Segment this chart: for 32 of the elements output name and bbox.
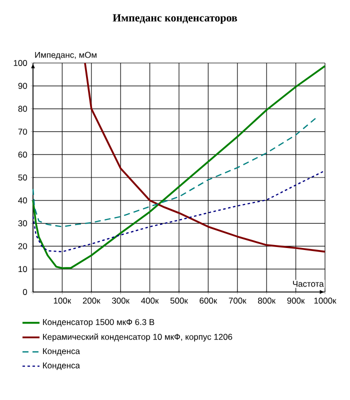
x-tick-label: 300к (112, 298, 130, 304)
y-tick-label: 30 (18, 220, 28, 226)
x-tick-label: 900к (287, 298, 305, 304)
line-series (32, 65, 326, 270)
y-tick-label: 0 (22, 289, 28, 295)
line-series (84, 62, 326, 253)
y-tick-label: 40 (18, 197, 28, 204)
y-tick-label: 100 (14, 60, 28, 66)
y-tick-label: 70 (18, 128, 28, 135)
legend-label: Конденсатор 1500 мкФ 6.3 В (43, 319, 154, 327)
x-tick-label: 1000к (314, 298, 336, 304)
y-tick-label: 10 (18, 266, 28, 272)
y-tick-label: 60 (18, 152, 28, 158)
x-tick-label: 200к (82, 298, 100, 304)
x-tick-label: 400к (141, 298, 159, 304)
y-tick-label: 20 (18, 243, 28, 250)
line-series (32, 116, 318, 228)
x-tick-label: 700к (228, 298, 246, 304)
legend-label: Конденса (43, 348, 80, 356)
y-tick-label: 80 (18, 106, 28, 112)
x-tick-label: 600к (200, 298, 218, 304)
chart-title: Импеданс конденсаторов (112, 14, 238, 24)
legend-label: Конденса (43, 362, 80, 370)
legend-label: Керамический конденсатор 10 мкФ, корпус 1206 (43, 333, 232, 342)
x-tick-label: 800к (258, 298, 276, 304)
x-tick-label: 100к (54, 298, 72, 304)
y-axis-title: Импеданс, мОм (35, 52, 96, 60)
x-axis-title: Частота (293, 280, 324, 287)
x-tick-label: 500к (170, 298, 188, 304)
line-series (32, 170, 326, 252)
y-tick-label: 90 (18, 82, 28, 89)
y-tick-label: 50 (18, 174, 28, 180)
